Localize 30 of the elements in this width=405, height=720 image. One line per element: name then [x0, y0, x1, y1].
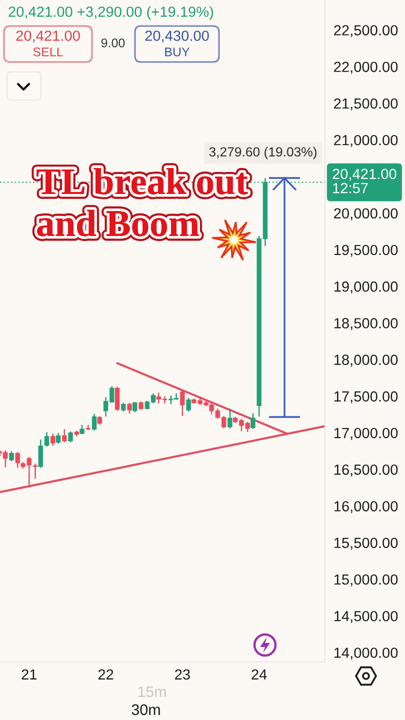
y-tick-label: 18,000.00 [334, 354, 398, 367]
y-tick-label: 18,500.00 [334, 318, 398, 330]
annotation: 20,421.00 [16, 30, 80, 43]
annotation: SELL [33, 48, 63, 56]
y-tick-label: 22,500.00 [334, 25, 398, 38]
y-tick-label: 20,000.00 [334, 208, 398, 220]
x-tick-label: 23 [175, 669, 190, 680]
annotation: 3,279.60 (19.03%) [209, 146, 316, 160]
x-tick-label: 21 [22, 669, 37, 680]
y-tick-label: 14,500.00 [334, 610, 398, 624]
y-tick-label: 17,000.00 [334, 428, 398, 440]
ref-line-label: 20,421.00 12:57 [332, 168, 396, 194]
y-tick-label: 16,000.00 [334, 501, 398, 514]
y-tick-label: 16,500.00 [334, 464, 398, 477]
text: 30m [132, 704, 160, 716]
y-tick-label: 22,000.00 [334, 62, 398, 74]
annotation: 9.00 [101, 38, 125, 48]
x-tick-label: 24 [252, 669, 267, 680]
y-tick-label: 21,000.00 [334, 134, 398, 148]
y-tick-label: 15,000.00 [334, 574, 398, 586]
y-tick-label: 21,500.00 [334, 98, 398, 110]
x-tick-label: 22 [98, 669, 114, 680]
annotation: 20,430.00 [145, 30, 209, 43]
y-tick-label: 14,000.00 [334, 648, 398, 660]
chart-title: 20,421.00 +3,290.00 (+19.19%) [8, 6, 214, 20]
annotation: BUY [165, 48, 190, 56]
y-tick-label: 17,500.00 [334, 391, 398, 404]
y-tick-label: 19,500.00 [334, 244, 398, 257]
y-tick-label: 19,000.00 [334, 281, 398, 294]
y-tick-label: 15,500.00 [334, 538, 398, 550]
